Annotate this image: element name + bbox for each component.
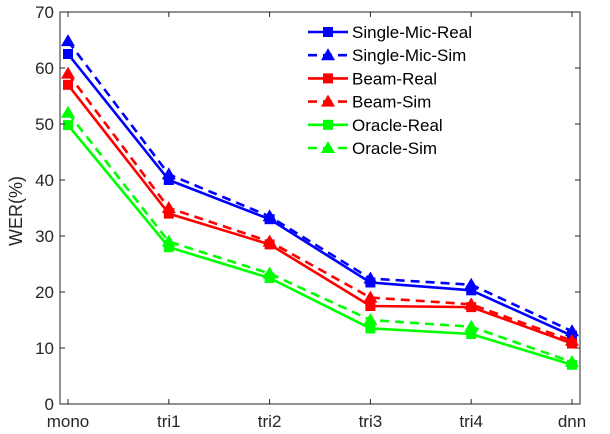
data-point-oracle-sim xyxy=(161,234,176,247)
data-point-oracle-real xyxy=(365,323,376,334)
x-tick-label: mono xyxy=(47,412,90,431)
data-point-single-mic-sim xyxy=(61,34,75,47)
data-point-single-mic-sim xyxy=(363,271,378,284)
data-point-single-mic-sim xyxy=(161,167,176,180)
data-point-single-mic-sim xyxy=(262,209,277,222)
x-tick-label: tri3 xyxy=(359,412,383,431)
data-point-beam-real xyxy=(163,208,174,219)
legend-marker-single-mic-sim xyxy=(321,48,335,61)
data-point-oracle-real xyxy=(163,242,174,253)
y-tick-label: 50 xyxy=(35,115,54,134)
data-point-single-mic-real xyxy=(63,49,73,59)
y-tick-label: 30 xyxy=(35,227,54,246)
data-point-beam-sim xyxy=(363,290,378,303)
data-point-oracle-sim xyxy=(61,105,75,118)
series-line-single-mic-sim xyxy=(66,40,573,333)
y-tick-label: 70 xyxy=(35,3,54,22)
y-axis-label: WER(%) xyxy=(6,176,26,246)
y-tick-label: 60 xyxy=(35,59,54,78)
legend-label-oracle-sim: Oracle-Sim xyxy=(352,139,437,158)
legend-label-oracle-real: Oracle-Real xyxy=(352,116,443,135)
data-point-oracle-sim xyxy=(363,313,378,325)
y-tick-label: 20 xyxy=(35,283,54,302)
series-line-oracle-sim xyxy=(66,111,573,364)
plot-area xyxy=(61,34,579,370)
y-tick-label: 0 xyxy=(45,395,54,414)
data-point-oracle-real xyxy=(466,329,477,339)
legend-marker-oracle-sim xyxy=(321,141,335,153)
x-tick-label: dnn xyxy=(558,412,586,431)
data-point-oracle-sim xyxy=(565,355,579,367)
data-point-single-mic-sim xyxy=(565,324,579,337)
legend-marker-beam-real xyxy=(323,73,333,84)
series-line-oracle-real xyxy=(66,124,573,367)
x-tick-label: tri2 xyxy=(258,412,282,431)
data-point-beam-sim xyxy=(464,297,479,310)
y-tick-label: 40 xyxy=(35,171,54,190)
legend-label-beam-real: Beam-Real xyxy=(352,69,437,88)
x-tick-label: tri1 xyxy=(157,412,181,431)
axes xyxy=(59,11,581,405)
legend-marker-single-mic-real xyxy=(323,27,333,37)
series-line-beam-sim xyxy=(66,72,573,342)
legend-marker-beam-sim xyxy=(321,94,335,107)
data-point-single-mic-real xyxy=(466,285,477,296)
series-line-single-mic-real xyxy=(66,53,573,337)
x-tick-label: tri4 xyxy=(459,412,483,431)
legend-label-beam-sim: Beam-Sim xyxy=(352,93,431,112)
data-point-beam-real xyxy=(63,79,73,90)
legend-marker-oracle-real xyxy=(323,119,333,130)
data-point-beam-sim xyxy=(61,66,75,79)
tick-labels: 0 10 20 30 40 50 60 70 mono tri1 tri2 tri3 tri4 dnn xyxy=(35,3,586,431)
legend: Single-Mic-Real Single-Mic-Sim Beam-Real Be… xyxy=(308,23,472,158)
data-point-beam-sim xyxy=(262,234,277,247)
data-point-beam-sim xyxy=(161,201,176,213)
data-point-oracle-sim xyxy=(464,319,479,332)
data-point-oracle-real xyxy=(63,120,73,131)
y-tick-label: 10 xyxy=(35,339,54,358)
data-point-single-mic-real xyxy=(163,175,174,185)
data-point-beam-sim xyxy=(565,333,579,346)
legend-label-single-mic-real: Single-Mic-Real xyxy=(352,23,472,42)
data-point-single-mic-sim xyxy=(464,277,479,290)
legend-label-single-mic-sim: Single-Mic-Sim xyxy=(352,46,466,65)
data-point-beam-real xyxy=(365,301,376,311)
data-point-oracle-sim xyxy=(262,266,277,279)
series-line-beam-real xyxy=(66,83,573,345)
axes-box xyxy=(59,11,581,405)
